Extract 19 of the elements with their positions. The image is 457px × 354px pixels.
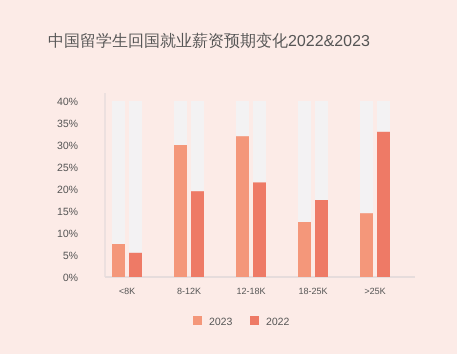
x-tick-label: <8K xyxy=(118,286,136,296)
legend-label: 2022 xyxy=(266,316,290,328)
y-tick-label: 25% xyxy=(56,162,78,174)
y-tick-label: 30% xyxy=(56,140,78,152)
bar xyxy=(112,244,125,277)
y-tick-label: 0% xyxy=(62,272,78,284)
y-tick-label: 40% xyxy=(56,96,78,108)
y-tick-label: 10% xyxy=(56,228,78,240)
chart-title: 中国留学生回国就业薪资预期变化2022&2023 xyxy=(48,32,370,50)
bar xyxy=(129,252,142,277)
y-tick-label: 20% xyxy=(56,184,78,196)
x-tick-label: >25K xyxy=(364,286,386,296)
y-tick-label: 5% xyxy=(62,250,78,262)
y-tick-label: 35% xyxy=(56,118,78,130)
x-tick-label: 8-12K xyxy=(176,286,202,296)
legend-label: 2023 xyxy=(209,316,233,328)
x-tick-label: 18-25K xyxy=(298,286,328,296)
y-tick-label: 15% xyxy=(56,206,78,218)
x-tick-label: 12-18K xyxy=(236,286,266,296)
